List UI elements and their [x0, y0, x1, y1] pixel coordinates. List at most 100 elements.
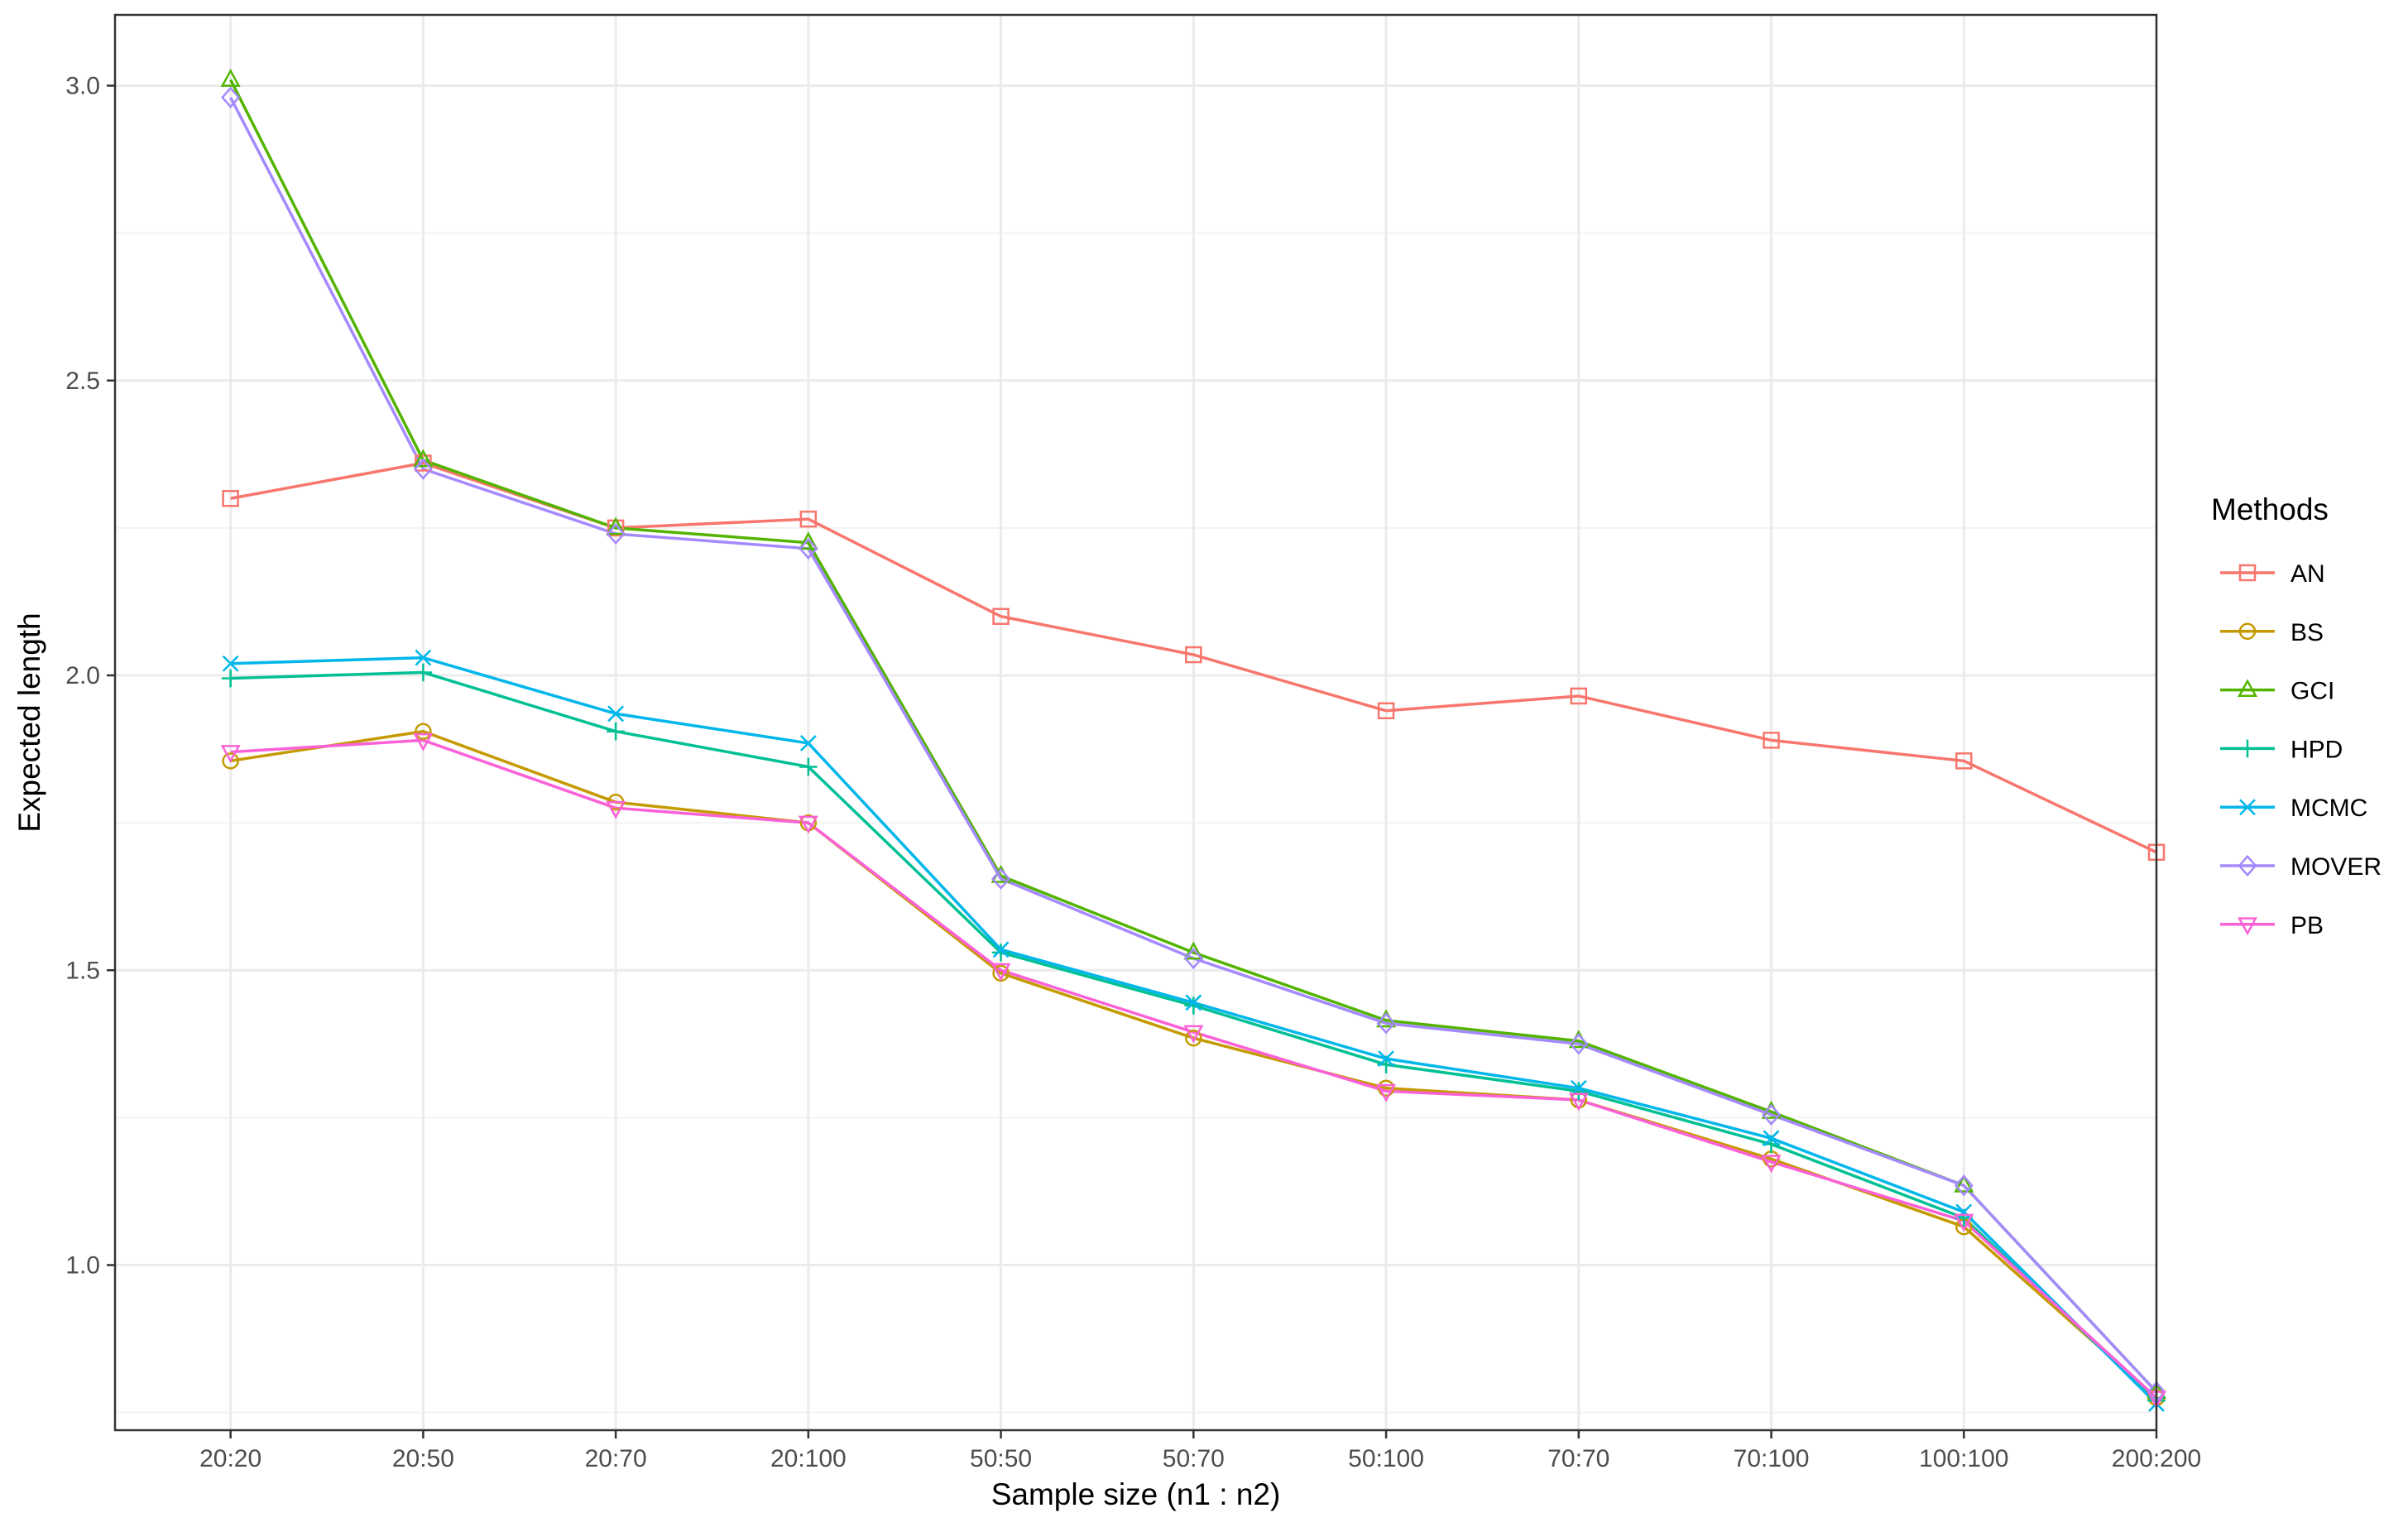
point-an: [222, 490, 239, 507]
series-line-gci: [229, 79, 2158, 1393]
point-pb: [1568, 1093, 1589, 1112]
x-axis-title: Sample size (n1 : n2): [991, 1477, 1281, 1511]
point-pb: [220, 745, 241, 764]
point-hpd: [991, 944, 1010, 962]
legend-label-hpd: HPD: [2290, 736, 2343, 763]
x-tick-label: 50:100: [1348, 1445, 1424, 1472]
x-tick-label: 50:50: [970, 1445, 1032, 1472]
point-gci: [220, 68, 241, 87]
x-tick-label: 100:100: [1919, 1445, 2008, 1472]
point-mover: [1183, 947, 1203, 970]
point-mcmc: [992, 941, 1010, 958]
point-bs: [222, 752, 239, 770]
legend-marker-bs: [2238, 622, 2257, 641]
point-mover: [991, 867, 1011, 890]
legend-label-bs: BS: [2290, 619, 2324, 646]
point-pb: [1376, 1083, 1397, 1102]
point-mcmc: [1185, 994, 1202, 1011]
x-tick-label: 20:20: [199, 1445, 261, 1472]
point-mover: [221, 86, 241, 108]
legend-marker-mover: [2238, 854, 2257, 877]
legend-marker-an: [2238, 564, 2257, 582]
point-mover: [1954, 1174, 1974, 1197]
legend-key-mover: [2220, 854, 2275, 877]
point-pb: [1183, 1025, 1204, 1044]
x-tick-label: 20:100: [770, 1445, 847, 1472]
y-axis: 1.0 1.5 2.0 2.5 3.0: [65, 73, 115, 1280]
legend-marker-mcmc: [2239, 799, 2256, 816]
legend-key-mcmc: [2220, 799, 2275, 816]
legend-marker-pb: [2237, 917, 2258, 936]
y-tick-label: 2.5: [65, 367, 100, 395]
x-tick-label: 20:70: [585, 1445, 647, 1472]
point-mcmc: [1378, 1050, 1394, 1068]
point-hpd: [799, 757, 818, 776]
point-an: [992, 608, 1010, 625]
point-bs: [1185, 1029, 1202, 1047]
y-tick-label: 1.0: [65, 1252, 100, 1280]
legend-marker-hpd: [2238, 739, 2257, 758]
point-pb: [798, 815, 818, 834]
plot-panel: [115, 15, 2156, 1430]
legend-label-mcmc: MCMC: [2290, 795, 2367, 822]
point-mcmc: [1763, 1130, 1780, 1147]
plot-border: [113, 13, 2158, 1432]
y-tick-label: 1.5: [65, 957, 100, 984]
legend-key-an: [2220, 564, 2275, 582]
point-hpd: [414, 663, 433, 682]
point-gci: [798, 531, 818, 550]
x-axis: 20:20 20:50 20:70 20:100 50:50 50:70 50:100 70:…: [199, 1430, 2201, 1472]
legend: Methods AN BS GCI HPD MCMC MOVER PB: [2211, 492, 2382, 939]
legend-title: Methods: [2211, 492, 2329, 526]
point-mover: [799, 537, 818, 559]
point-an: [1763, 732, 1780, 749]
legend-key-hpd: [2220, 739, 2275, 758]
y-tick-label: 2.0: [65, 662, 100, 689]
point-pb: [606, 800, 626, 819]
point-an: [1185, 646, 1202, 664]
x-tick-label: 200:200: [2112, 1445, 2201, 1472]
point-gci: [1183, 941, 1204, 960]
point-an: [1570, 687, 1588, 705]
legend-key-pb: [2220, 917, 2275, 936]
point-gci: [1954, 1174, 1974, 1193]
series-points: [220, 68, 2167, 1412]
y-tick-label: 3.0: [65, 73, 100, 100]
point-mcmc: [1955, 1203, 1973, 1221]
point-bs: [415, 723, 432, 740]
x-tick-label: 50:70: [1163, 1445, 1225, 1472]
point-pb: [991, 963, 1011, 982]
point-pb: [1954, 1213, 1974, 1232]
x-tick-label: 70:100: [1734, 1445, 1810, 1472]
point-gci: [413, 449, 434, 468]
legend-marker-gci: [2237, 679, 2258, 698]
legend-key-bs: [2220, 622, 2275, 641]
point-hpd: [221, 669, 240, 688]
legend-label-pb: PB: [2290, 912, 2324, 939]
point-mcmc: [607, 705, 624, 723]
point-pb: [413, 732, 434, 752]
point-mcmc: [415, 649, 432, 666]
point-gci: [606, 516, 626, 535]
x-tick-label: 20:50: [392, 1445, 454, 1472]
y-axis-title: Expected length: [12, 612, 46, 832]
point-mcmc: [799, 735, 817, 752]
series-line-pb: [230, 738, 2158, 1400]
point-mover: [606, 522, 626, 545]
point-mover: [1761, 1103, 1782, 1126]
legend-label-mover: MOVER: [2290, 853, 2382, 881]
point-hpd: [1569, 1082, 1588, 1101]
legend-label-an: AN: [2290, 560, 2325, 588]
point-an: [1377, 702, 1395, 719]
point-an: [799, 510, 818, 528]
point-mover: [1376, 1012, 1396, 1035]
point-mcmc: [222, 655, 239, 672]
legend-label-gci: GCI: [2290, 678, 2334, 705]
point-pb: [1761, 1155, 1782, 1174]
point-an: [1955, 752, 1973, 770]
point-mover: [1569, 1033, 1589, 1055]
point-hpd: [607, 722, 625, 741]
grid-minor: [115, 232, 2156, 1414]
point-mover: [413, 458, 433, 480]
